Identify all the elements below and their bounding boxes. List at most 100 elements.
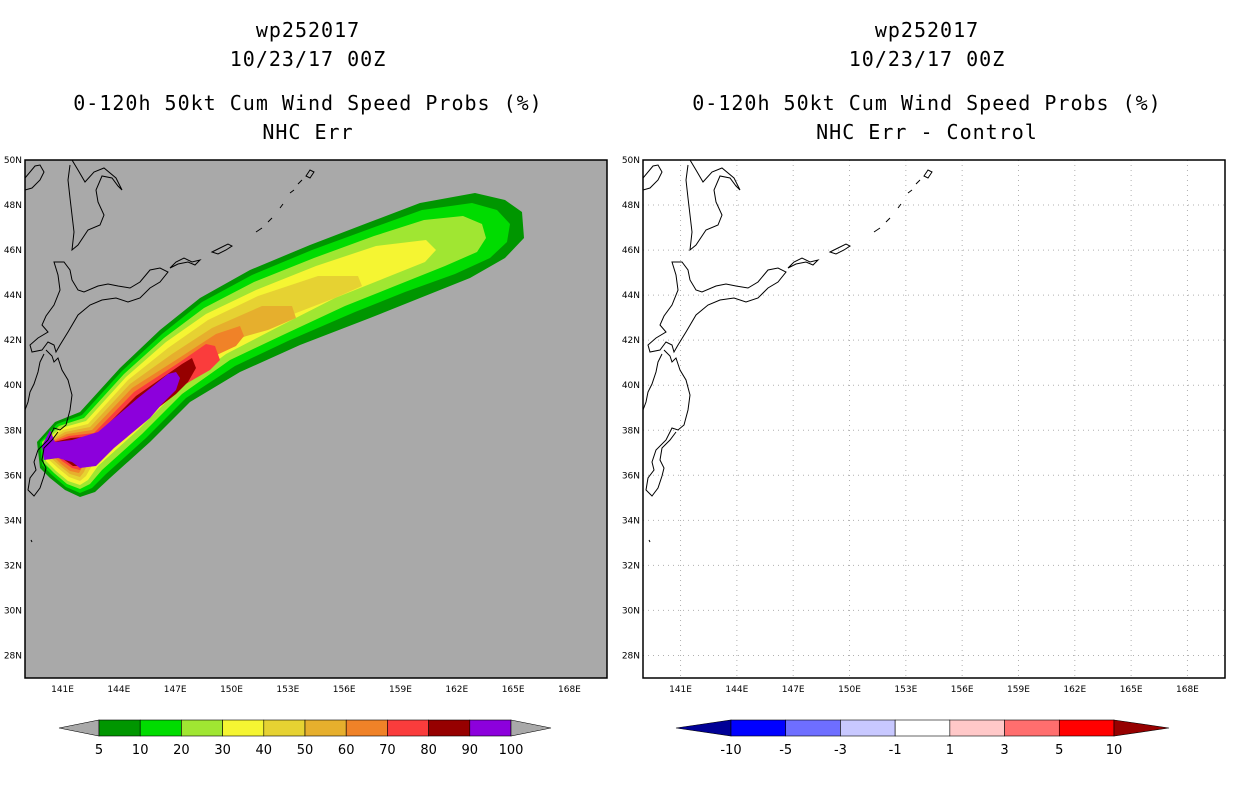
lon-tick-label: 165E: [1120, 685, 1143, 695]
colorbar-label: 80: [420, 743, 437, 758]
colorbar-cell: [1004, 719, 1060, 737]
lat-tick-label: 28N: [4, 651, 22, 661]
lon-tick-label: 141E: [669, 685, 692, 695]
right-colorbar: -10 -5 -3 -1 1 3 5 10: [675, 719, 1170, 758]
lat-tick-label: 30N: [4, 606, 22, 616]
left-storm-id: wp252017: [255, 18, 361, 42]
lon-tick-label: 147E: [164, 685, 187, 695]
lat-tick-label: 42N: [4, 336, 22, 346]
lat-tick-label: 50N: [4, 156, 22, 166]
colorbar-low-arrow: [675, 719, 732, 737]
colorbar-cell: [840, 719, 896, 737]
colorbar-cell: [894, 719, 951, 737]
colorbar-label: -10: [720, 743, 741, 758]
colorbar-label: 1: [946, 743, 954, 758]
lat-tick-label: 44N: [4, 291, 22, 301]
colorbar-cell: [949, 719, 1005, 737]
right-map-frame: [642, 159, 1226, 679]
lon-tick-label: 156E: [951, 685, 974, 695]
lat-tick-label: 40N: [622, 381, 640, 391]
lat-tick-label: 50N: [622, 156, 640, 166]
lat-tick-label: 38N: [622, 426, 640, 436]
colorbar-high-arrow: [510, 719, 552, 737]
colorbar-cell: [428, 719, 471, 737]
lat-tick-label: 32N: [4, 561, 22, 571]
left-chart-subtitle: NHC Err: [262, 120, 354, 144]
left-colorbar: 5 10 20 30 40 50 60 70 80 90 100: [58, 719, 552, 758]
colorbar-label: 30: [214, 743, 231, 758]
left-chart-title: 0-120h 50kt Cum Wind Speed Probs (%): [73, 91, 543, 115]
right-title-block: wp252017 10/23/17 00Z 0-120h 50kt Cum Wi…: [618, 16, 1236, 147]
colorbar-label: 60: [338, 743, 355, 758]
lon-tick-label: 162E: [445, 685, 468, 695]
lon-tick-label: 144E: [725, 685, 748, 695]
lon-tick-label: 156E: [333, 685, 356, 695]
right-chart-subtitle: NHC Err - Control: [816, 120, 1038, 144]
right-gridlines: [643, 160, 1225, 678]
colorbar-cell: [469, 719, 512, 737]
lon-tick-label: 159E: [389, 685, 412, 695]
lon-tick-label: 150E: [220, 685, 243, 695]
right-storm-id: wp252017: [874, 18, 980, 42]
right-map-background: [643, 160, 1225, 678]
contour-20: [42, 216, 486, 489]
lat-tick-label: 48N: [4, 201, 22, 211]
contour-90: [42, 372, 180, 468]
colorbar-label: 10: [1106, 743, 1123, 758]
lat-tick-label: 38N: [4, 426, 22, 436]
colorbar-cell: [785, 719, 841, 737]
left-datetime: 10/23/17 00Z: [229, 47, 387, 71]
colorbar-cell: [263, 719, 306, 737]
left-coastline: [25, 160, 315, 543]
lon-tick-label: 144E: [107, 685, 130, 695]
colorbar-label: 5: [1055, 743, 1063, 758]
lon-tick-label: 153E: [894, 685, 917, 695]
right-map-panel: [642, 159, 1226, 679]
lon-tick-label: 162E: [1063, 685, 1086, 695]
colorbar-label: -3: [834, 743, 847, 758]
lat-tick-label: 28N: [622, 651, 640, 661]
left-map-frame: [24, 159, 608, 679]
lon-tick-label: 147E: [782, 685, 805, 695]
colorbar-cell: [222, 719, 265, 737]
lat-tick-label: 46N: [622, 246, 640, 256]
lat-tick-label: 30N: [622, 606, 640, 616]
lon-tick-label: 159E: [1007, 685, 1030, 695]
left-map-panel: [24, 159, 608, 679]
colorbar-cell: [1058, 719, 1115, 737]
axis-labels: 141E 144E 147E 150E 153E 156E 159E 162E 165E 168E…: [4, 156, 1199, 695]
left-probability-contours: [37, 193, 524, 497]
lat-tick-label: 48N: [622, 201, 640, 211]
colorbar-label: -1: [889, 743, 902, 758]
lat-tick-label: 46N: [4, 246, 22, 256]
colorbar-label: 100: [499, 743, 524, 758]
colorbar-label: 50: [297, 743, 314, 758]
colorbar-cell: [345, 719, 388, 737]
right-chart-title: 0-120h 50kt Cum Wind Speed Probs (%): [692, 91, 1162, 115]
colorbar-label: -5: [779, 743, 792, 758]
lon-tick-label: 168E: [558, 685, 581, 695]
colorbar-cell: [139, 719, 182, 737]
lat-tick-label: 34N: [622, 516, 640, 526]
colorbar-cell: [730, 719, 787, 737]
colorbar-cell: [304, 719, 347, 737]
colorbar-label: 3: [1000, 743, 1008, 758]
lat-tick-label: 36N: [622, 471, 640, 481]
colorbar-cell: [181, 719, 223, 737]
colorbar-label: 20: [173, 743, 190, 758]
lon-tick-label: 165E: [502, 685, 525, 695]
coast-shapes: [643, 160, 933, 543]
colorbar-label: 10: [132, 743, 149, 758]
lon-tick-label: 153E: [276, 685, 299, 695]
lat-tick-label: 44N: [622, 291, 640, 301]
colorbar-label: 40: [256, 743, 273, 758]
lon-tick-label: 141E: [51, 685, 74, 695]
lon-tick-label: 168E: [1176, 685, 1199, 695]
lat-tick-label: 32N: [622, 561, 640, 571]
colorbar-label: 70: [379, 743, 396, 758]
coast-shapes: [25, 160, 315, 543]
lat-tick-label: 34N: [4, 516, 22, 526]
colorbar-label: 90: [462, 743, 479, 758]
right-coastline: [643, 160, 933, 543]
